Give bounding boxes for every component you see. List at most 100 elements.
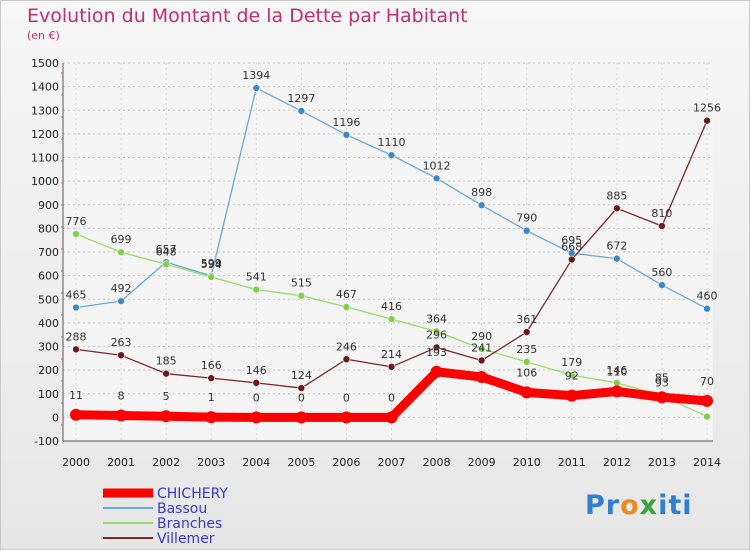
data-label: 179 xyxy=(561,356,582,369)
data-label: 1 xyxy=(208,391,215,404)
data-point xyxy=(252,84,261,92)
data-label: 124 xyxy=(291,369,312,382)
data-point xyxy=(567,255,576,264)
data-label: 898 xyxy=(471,186,492,199)
data-label: 235 xyxy=(516,343,537,356)
y-tick-label: 400 xyxy=(38,317,59,330)
data-point xyxy=(658,222,666,230)
data-point xyxy=(115,409,128,422)
x-tick-label: 2009 xyxy=(468,456,496,469)
data-label: 810 xyxy=(651,207,672,220)
data-point xyxy=(655,391,668,404)
y-tick-label: 0 xyxy=(52,411,59,424)
data-label: 364 xyxy=(426,312,447,325)
data-label: 1110 xyxy=(378,136,406,149)
data-point xyxy=(207,374,216,382)
data-label: 246 xyxy=(336,340,357,353)
data-point xyxy=(477,356,486,365)
data-point xyxy=(613,204,621,213)
data-point xyxy=(430,365,443,378)
data-label: 214 xyxy=(381,348,402,361)
data-point xyxy=(567,371,576,379)
data-point xyxy=(520,386,533,399)
data-point xyxy=(72,303,80,312)
data-label: 185 xyxy=(156,355,177,368)
data-label: 515 xyxy=(291,277,312,290)
y-tick-label: 300 xyxy=(38,341,59,354)
data-point xyxy=(432,343,441,352)
data-label: 0 xyxy=(253,391,260,404)
proxiti-logo: Proxiti xyxy=(585,490,693,521)
data-point xyxy=(342,303,351,311)
data-label: 146 xyxy=(606,364,627,377)
data-point xyxy=(385,411,398,424)
data-label: 241 xyxy=(471,341,492,354)
y-tick-label: 600 xyxy=(38,270,59,283)
logo-part: Pr xyxy=(585,490,621,521)
data-label: 1196 xyxy=(332,116,360,129)
x-tick-label: 2011 xyxy=(558,456,586,469)
data-point xyxy=(477,345,486,353)
chart-unit: (en €) xyxy=(27,29,60,42)
data-point xyxy=(432,327,441,336)
data-label: 1012 xyxy=(423,159,451,172)
data-label: 695 xyxy=(561,234,582,247)
data-label: 93 xyxy=(655,376,669,389)
data-label: 85 xyxy=(655,371,669,384)
data-point xyxy=(70,408,82,421)
x-tick-label: 2000 xyxy=(62,456,90,469)
y-tick-label: 1200 xyxy=(31,128,59,141)
data-point xyxy=(475,370,488,383)
data-label: 885 xyxy=(606,189,627,202)
data-label: 541 xyxy=(246,271,267,284)
x-tick-label: 2005 xyxy=(287,456,315,469)
data-label: 416 xyxy=(381,300,402,313)
data-point xyxy=(522,226,531,235)
data-label: 11 xyxy=(69,389,83,402)
x-tick-label: 2014 xyxy=(693,456,721,469)
y-tick-label: 1400 xyxy=(31,81,59,94)
data-label: 465 xyxy=(66,289,87,302)
data-label: 668 xyxy=(561,241,582,254)
data-label: 594 xyxy=(201,258,222,271)
logo-part: o xyxy=(620,490,640,521)
x-tick-label: 2003 xyxy=(197,456,225,469)
y-tick-label: 1100 xyxy=(31,152,59,165)
data-point xyxy=(207,273,216,281)
data-label: 296 xyxy=(426,328,447,341)
data-label: 699 xyxy=(111,233,132,246)
y-tick-label: 100 xyxy=(38,388,59,401)
legend-label: Villemer xyxy=(157,531,215,547)
data-label: 790 xyxy=(516,212,537,225)
data-point xyxy=(703,412,711,421)
data-label: 166 xyxy=(201,359,222,372)
data-point xyxy=(117,351,125,360)
data-label: 290 xyxy=(471,330,492,343)
y-tick-label: 900 xyxy=(38,199,59,212)
data-point xyxy=(162,369,170,378)
data-label: 0 xyxy=(343,391,350,404)
data-point xyxy=(252,285,261,294)
data-point xyxy=(297,291,306,300)
data-point xyxy=(522,358,531,366)
data-label: 193 xyxy=(426,346,447,359)
data-label: 263 xyxy=(111,336,132,349)
x-tick-label: 2008 xyxy=(423,456,451,469)
y-tick-label: 1300 xyxy=(31,104,59,117)
x-tick-label: 2012 xyxy=(603,456,631,469)
x-tick-label: 2007 xyxy=(378,456,406,469)
data-label: 106 xyxy=(516,366,537,379)
legend-label: Branches xyxy=(157,516,222,532)
data-label: 0 xyxy=(388,391,395,404)
x-tick-label: 2006 xyxy=(332,456,360,469)
data-point xyxy=(610,385,623,398)
data-point xyxy=(342,131,351,139)
data-point xyxy=(613,254,621,263)
x-tick-label: 2004 xyxy=(242,456,270,469)
data-label: 599 xyxy=(201,257,222,270)
y-tick-label: -100 xyxy=(34,435,59,448)
data-label: 5 xyxy=(163,390,170,403)
data-point xyxy=(701,394,713,407)
data-point xyxy=(703,304,711,313)
